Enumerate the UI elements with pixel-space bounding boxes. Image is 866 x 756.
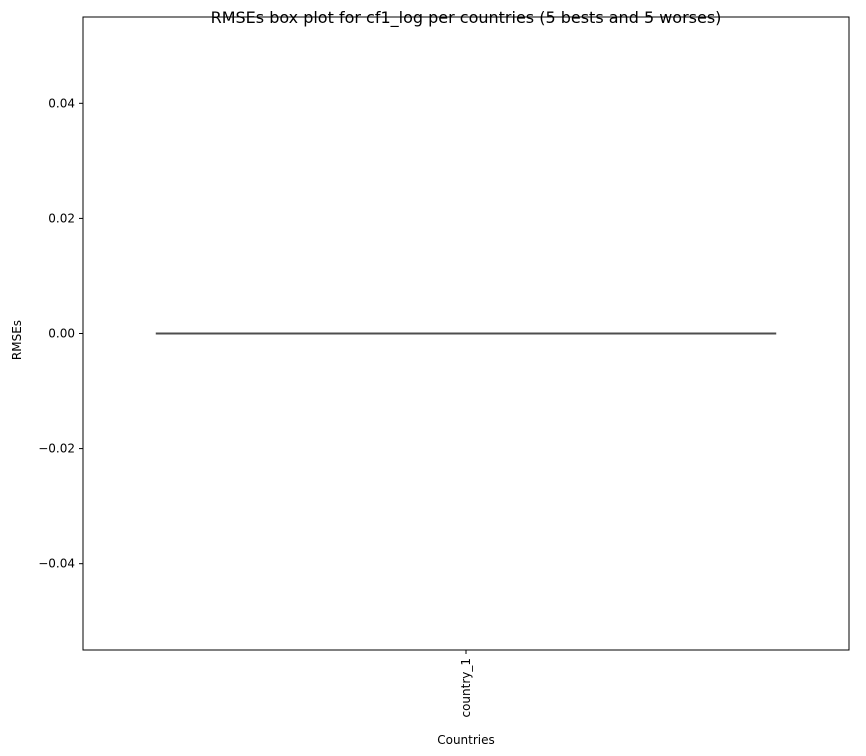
chart-title: RMSEs box plot for cf1_log per countries… [211, 8, 722, 28]
y-axis: −0.04 −0.02 0.00 0.02 0.04 [38, 96, 83, 571]
y-axis-label: RMSEs [10, 320, 24, 360]
y-tick-label: −0.04 [38, 557, 75, 571]
x-axis: country_1 [459, 650, 473, 718]
y-tick-label: 0.02 [48, 211, 75, 225]
y-tick-label: −0.02 [38, 442, 75, 456]
y-tick-label: 0.04 [48, 96, 75, 110]
x-axis-label: Countries [437, 733, 495, 747]
x-tick-label: country_1 [459, 658, 473, 718]
y-tick-label: 0.00 [48, 327, 75, 341]
